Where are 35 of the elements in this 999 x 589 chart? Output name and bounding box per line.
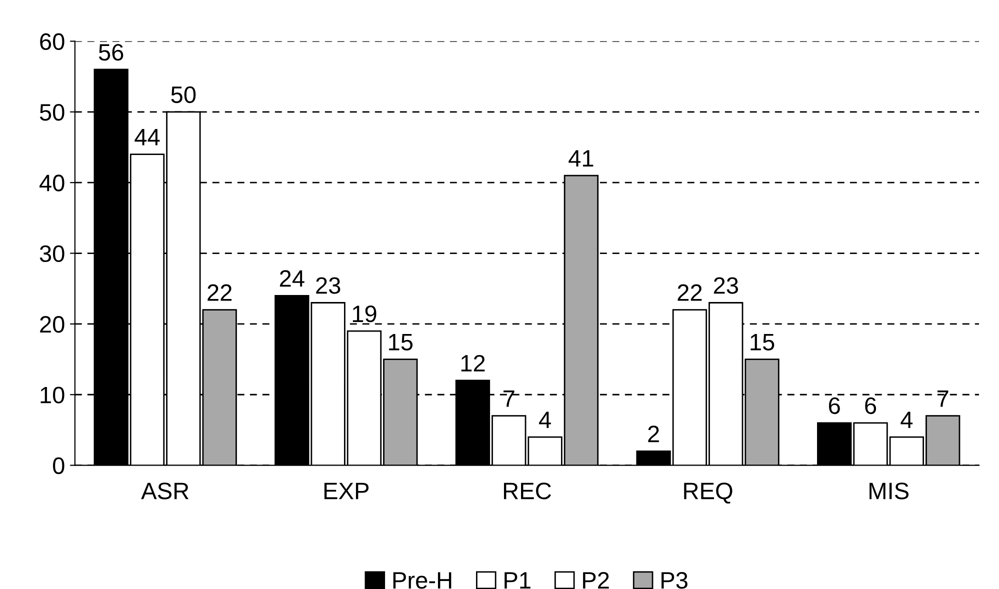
x-tick-label: REQ bbox=[684, 482, 732, 504]
data-label: 2 bbox=[648, 426, 659, 442]
x-tick-label: MIS bbox=[870, 482, 909, 500]
data-label: 4 bbox=[539, 412, 551, 428]
data-label: 15 bbox=[389, 334, 413, 350]
data-label: 50 bbox=[171, 86, 196, 104]
data-label: 24 bbox=[280, 270, 304, 287]
legend-label: P1 bbox=[504, 572, 530, 588]
legend-label: P3 bbox=[662, 572, 688, 589]
legend-label: P2 bbox=[583, 572, 609, 588]
data-label: 6 bbox=[865, 397, 876, 414]
y-tick-label: 10 bbox=[40, 386, 64, 404]
legend-label: Pre-H bbox=[393, 572, 452, 589]
y-tick-label: 40 bbox=[39, 174, 64, 192]
y-tick-label: 60 bbox=[40, 33, 64, 50]
data-label: 12 bbox=[461, 354, 485, 372]
data-label: 23 bbox=[316, 277, 340, 294]
data-label: 6 bbox=[829, 397, 840, 414]
x-tick-label: EXP bbox=[324, 482, 369, 500]
y-tick-label: 50 bbox=[40, 104, 64, 121]
x-tick-label: ASR bbox=[141, 482, 189, 500]
y-tick-label: 0 bbox=[52, 457, 64, 474]
data-label: 22 bbox=[678, 284, 702, 301]
x-tick-label: REC bbox=[504, 482, 551, 500]
data-label: 7 bbox=[504, 390, 514, 407]
data-label: 15 bbox=[750, 334, 774, 350]
data-label: 56 bbox=[98, 44, 124, 61]
data-label: 23 bbox=[714, 277, 738, 294]
y-tick-label: 20 bbox=[40, 316, 64, 333]
data-label: 4 bbox=[900, 412, 913, 428]
data-label: 19 bbox=[352, 305, 376, 322]
data-label: 22 bbox=[208, 284, 232, 301]
y-tick-label: 30 bbox=[40, 245, 64, 262]
data-label: 41 bbox=[568, 150, 594, 166]
data-label: 44 bbox=[134, 129, 160, 146]
